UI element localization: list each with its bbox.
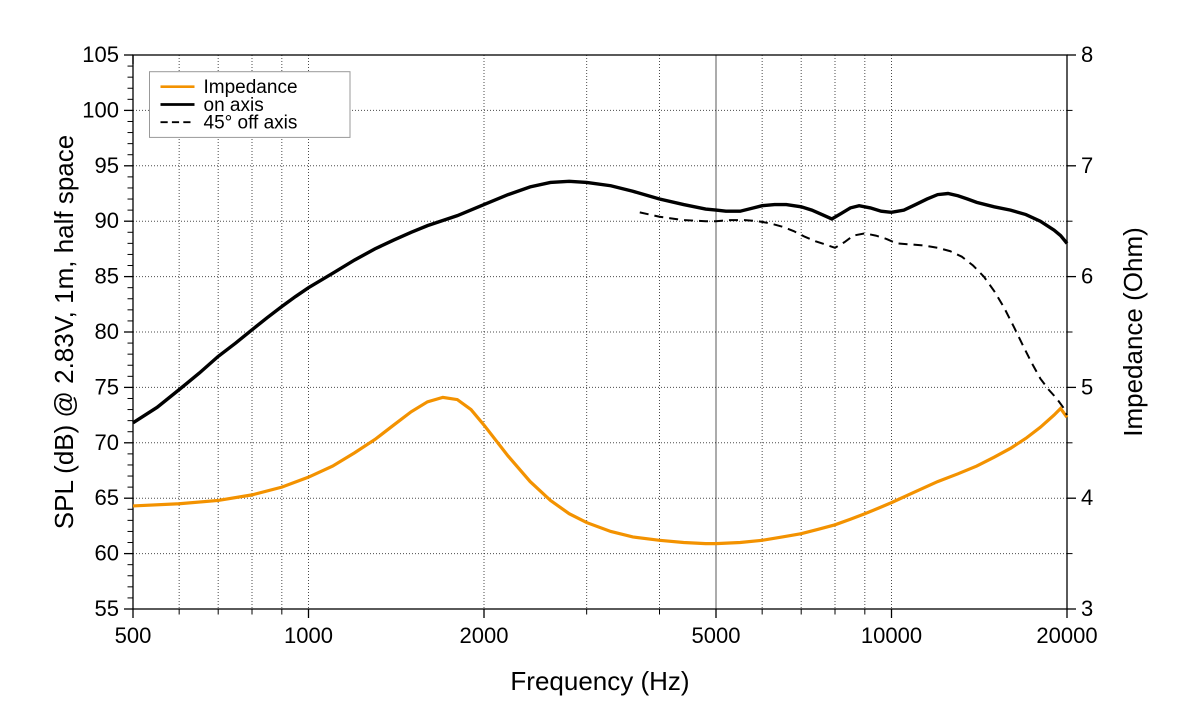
svg-text:5000: 5000 (692, 623, 741, 648)
svg-text:1000: 1000 (284, 623, 333, 648)
svg-text:SPL (dB) @ 2.83V, 1m, half spa: SPL (dB) @ 2.83V, 1m, half space (49, 135, 79, 529)
svg-text:55: 55 (95, 596, 119, 621)
svg-text:6: 6 (1081, 264, 1093, 289)
svg-text:3: 3 (1081, 596, 1093, 621)
svg-text:45° off axis: 45° off axis (204, 113, 298, 134)
svg-text:Impedance (Ohm): Impedance (Ohm) (1118, 227, 1148, 437)
svg-text:90: 90 (95, 208, 119, 233)
svg-text:10000: 10000 (861, 623, 922, 648)
svg-text:80: 80 (95, 319, 119, 344)
svg-text:7: 7 (1081, 153, 1093, 178)
svg-text:65: 65 (95, 485, 119, 510)
svg-text:4: 4 (1081, 485, 1093, 510)
svg-text:100: 100 (82, 97, 119, 122)
svg-text:95: 95 (95, 153, 119, 178)
svg-text:105: 105 (82, 42, 119, 67)
svg-text:85: 85 (95, 264, 119, 289)
svg-text:60: 60 (95, 541, 119, 566)
svg-text:500: 500 (115, 623, 152, 648)
svg-text:8: 8 (1081, 42, 1093, 67)
svg-text:70: 70 (95, 430, 119, 455)
svg-text:20000: 20000 (1036, 623, 1097, 648)
svg-text:5: 5 (1081, 374, 1093, 399)
svg-text:2000: 2000 (460, 623, 509, 648)
svg-text:Frequency (Hz): Frequency (Hz) (510, 666, 689, 696)
svg-text:75: 75 (95, 374, 119, 399)
